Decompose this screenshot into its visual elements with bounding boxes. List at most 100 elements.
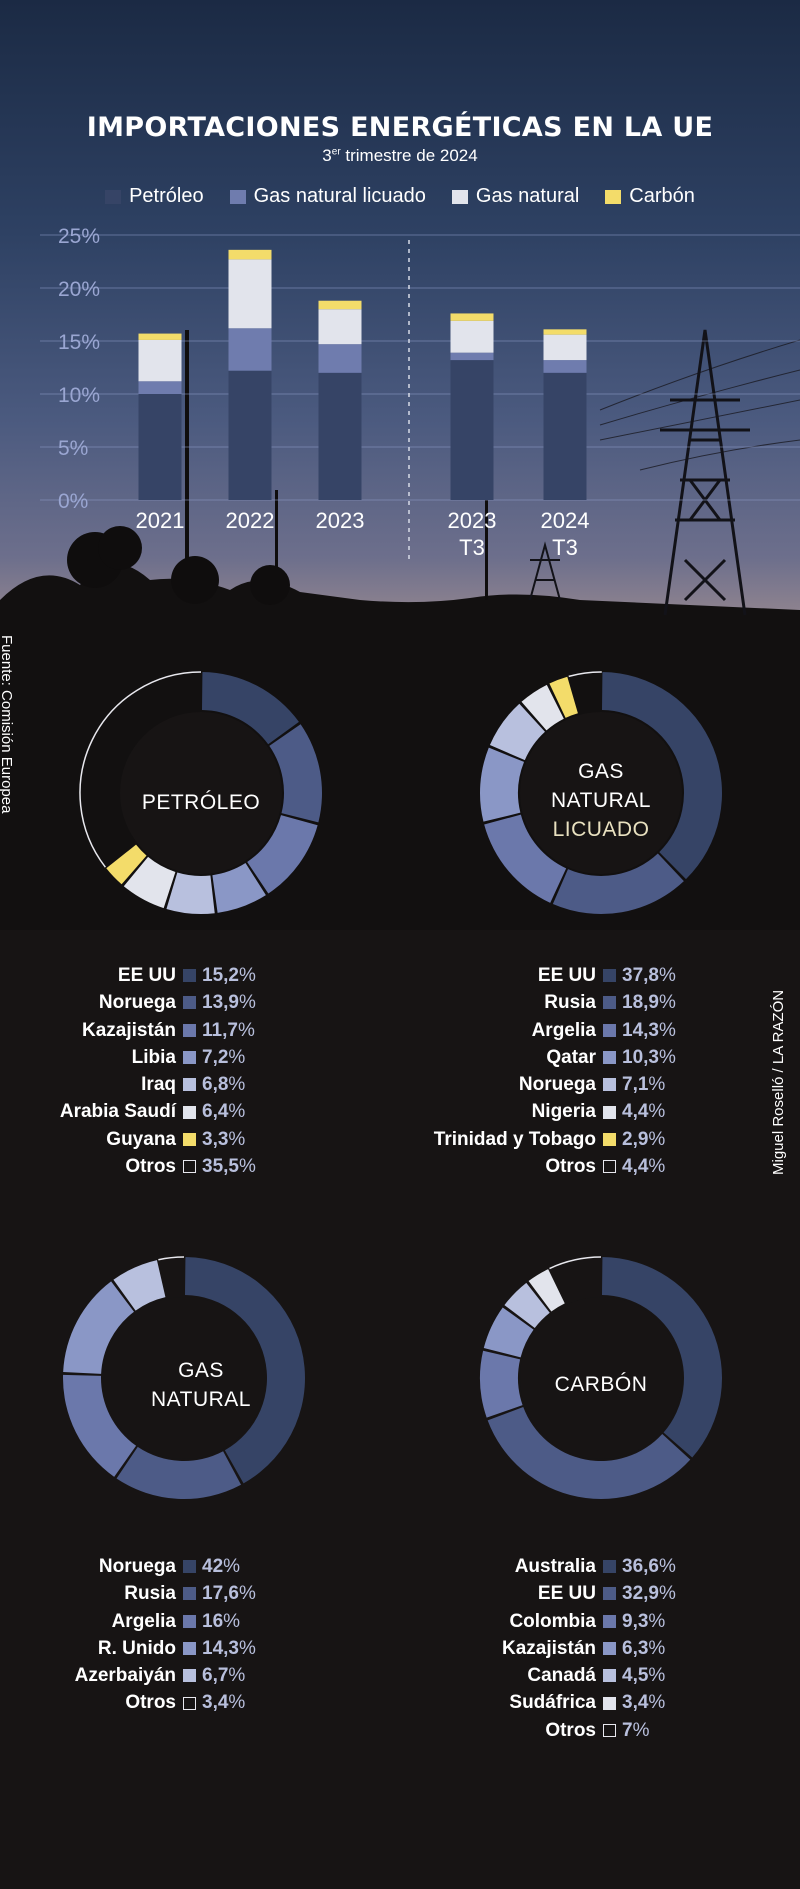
percent-sign: %: [228, 1046, 246, 1068]
share-value: 4,4: [622, 1101, 649, 1123]
donut-segment: [63, 1281, 134, 1374]
country-name: Australia: [514, 1556, 596, 1577]
donut-segment-otros: [549, 1256, 602, 1270]
percent-sign: %: [238, 1583, 256, 1605]
list-item: Canadá 4,5%: [0, 1662, 676, 1689]
donut-petroleo: [79, 671, 322, 914]
country-name: Noruega: [98, 992, 176, 1014]
color-swatch: [603, 1614, 616, 1628]
share-value: 32,9: [622, 1583, 659, 1605]
list-item: EE UU 15,2%: [0, 962, 256, 989]
percent-sign: %: [648, 1610, 666, 1632]
color-swatch: [603, 1723, 616, 1737]
percent-sign: %: [658, 965, 676, 986]
color-swatch: [183, 1587, 196, 1601]
percent-sign: %: [648, 1156, 666, 1178]
donut-segment: [113, 1260, 166, 1311]
subtitle-ordinal: 3: [322, 146, 332, 165]
country-name: Otros: [125, 1156, 176, 1178]
legend-swatch: [605, 189, 622, 204]
percent-sign: %: [648, 1665, 666, 1687]
list-item: Colombia 9,3%: [0, 1608, 676, 1635]
bar-segment: [138, 339, 182, 382]
percent-sign: %: [648, 1637, 666, 1659]
country-name: Noruega: [98, 1556, 176, 1577]
share-value: 7: [622, 1719, 633, 1741]
color-swatch: [603, 1078, 616, 1092]
donut-title-line-accent: LICUADO: [552, 818, 650, 841]
percent-sign: %: [648, 1128, 666, 1150]
donut-segment: [483, 1307, 534, 1358]
donut-segment: [247, 815, 318, 894]
donut-segment: [166, 872, 215, 914]
donut-segment: [212, 863, 266, 913]
country-name: EE UU: [537, 965, 596, 986]
percent-sign: %: [228, 1692, 246, 1714]
donut-segment: [489, 703, 545, 761]
color-swatch: [603, 1669, 616, 1683]
share-value: 9,3: [622, 1610, 649, 1632]
share-value: 36,6: [622, 1556, 659, 1577]
donut-title-line: GAS: [578, 760, 624, 783]
percent-sign: %: [228, 1665, 246, 1687]
color-swatch: [603, 1587, 616, 1601]
list-carbon: Australia 36,6% EE UU 32,9% Colombia 9,3% Kaza…: [0, 1553, 676, 1744]
share-value: 37,8: [622, 965, 659, 986]
list-item: Noruega 7,1%: [0, 1071, 676, 1098]
donut-segment: [504, 1282, 550, 1328]
donut-hole: [520, 1297, 682, 1459]
legend-item-carbon: Carbón: [605, 185, 695, 208]
donut-segment: [601, 672, 722, 880]
bar-segment: [543, 372, 587, 500]
donut-segment: [487, 1407, 691, 1499]
list-item: Rusia 17,6%: [0, 1580, 256, 1607]
list-item: Rusia 18,9%: [0, 989, 676, 1016]
country-name: R. Unido: [97, 1637, 176, 1659]
donut-label-carbon: CARBÓN: [463, 1370, 739, 1399]
color-swatch: [603, 996, 616, 1010]
country-name: Otros: [545, 1719, 596, 1741]
list-item: Argelia 14,3%: [0, 1017, 676, 1044]
x-tick-label: T3: [459, 535, 485, 560]
percent-sign: %: [223, 1610, 241, 1632]
donut-segment-otros: [158, 1256, 185, 1261]
country-name: Arabia Saudí: [59, 1101, 176, 1123]
share-value: 4,4: [622, 1156, 649, 1178]
legend-item-gas: Gas natural: [451, 185, 579, 208]
legend-item-gnl: Gas natural licuado: [229, 185, 426, 208]
country-name: Rusia: [544, 992, 596, 1014]
country-name: Libia: [131, 1046, 176, 1068]
donut-hole: [520, 712, 682, 874]
source-note: Fuente: Comisión Europea: [0, 635, 15, 814]
list-item: Argelia 16%: [0, 1608, 256, 1635]
y-tick-label: 20%: [58, 278, 100, 301]
percent-sign: %: [632, 1719, 650, 1741]
x-tick-label: 2021: [136, 508, 185, 533]
legend-label: Carbón: [629, 185, 695, 207]
country-name: Kazajistán: [82, 1019, 176, 1041]
donut-segment: [63, 1374, 137, 1477]
donut-segment: [549, 676, 578, 718]
percent-sign: %: [223, 1556, 241, 1577]
donut-gnl: [480, 671, 722, 914]
bar-segment: [228, 328, 272, 371]
percent-sign: %: [238, 1156, 256, 1178]
color-swatch: [603, 1560, 616, 1574]
list-gas-natural: Noruega 42% Rusia 17,6% Argelia 16% R. Unido 14…: [0, 1553, 256, 1717]
percent-sign: %: [648, 1074, 666, 1096]
percent-sign: %: [658, 992, 676, 1014]
color-swatch: [183, 1642, 196, 1656]
color-swatch: [603, 969, 616, 983]
donut-label-gas-natural: GAS NATURAL: [63, 1356, 339, 1414]
share-value: 6,7: [202, 1665, 229, 1687]
donut-segment: [116, 1446, 242, 1499]
donut-segment: [601, 1257, 722, 1458]
list-item: Trinidad y Tobago 2,9%: [0, 1126, 676, 1153]
list-item: Noruega 42%: [0, 1553, 256, 1580]
donut-title-line: GAS: [178, 1359, 224, 1382]
list-gnl: EE UU 37,8% Rusia 18,9% Argelia 14,3% Qatar 10,…: [0, 962, 676, 1180]
bar-segment: [450, 360, 494, 500]
country-name: Guyana: [106, 1128, 176, 1150]
